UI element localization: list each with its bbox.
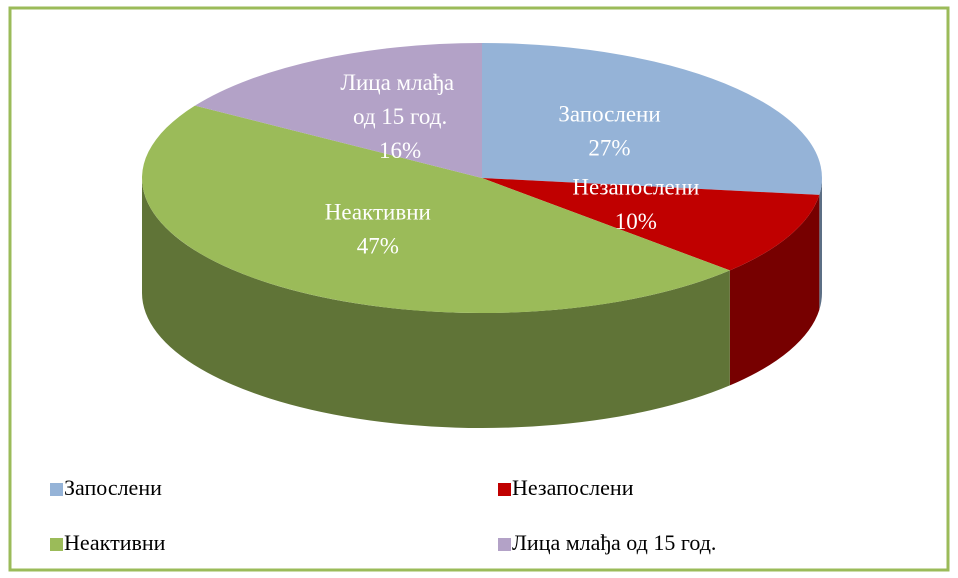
slice-value-label: 10%: [615, 209, 657, 234]
slice-label: Неактивни: [325, 200, 431, 225]
legend-label: Запослени: [64, 475, 162, 500]
slice-label-line: Неактивни: [325, 200, 431, 225]
legend-swatch: [50, 483, 63, 496]
slice-value-label: 16%: [379, 138, 421, 163]
slice-side: [142, 178, 730, 428]
slice-label-line: Лица млађа: [340, 70, 459, 95]
slice-value-label: 47%: [357, 234, 399, 259]
legend-swatch: [498, 483, 511, 496]
slice-label: Незапослени: [572, 175, 699, 200]
legend-label: Незапослени: [512, 475, 634, 500]
slice: [194, 43, 482, 178]
slice-label: Запослени: [558, 102, 660, 127]
slice-label-line: од 15 год.: [353, 104, 447, 129]
slice: [142, 105, 730, 313]
slice-side: [819, 178, 822, 310]
slice-label-line: Незапослени: [572, 175, 699, 200]
slice-side: [729, 194, 820, 386]
slice: [482, 178, 820, 271]
legend-label: Неактивни: [64, 530, 166, 555]
slice-label-line: Запослени: [558, 102, 660, 127]
slice-label: Лица млађа од 15 год.: [340, 70, 459, 129]
legend-label: Лица млађа од 15 год.: [512, 530, 716, 555]
legend-swatch: [498, 538, 511, 551]
slice: [482, 43, 822, 195]
legend-swatch: [50, 538, 63, 551]
slice-value-label: 27%: [588, 136, 630, 161]
